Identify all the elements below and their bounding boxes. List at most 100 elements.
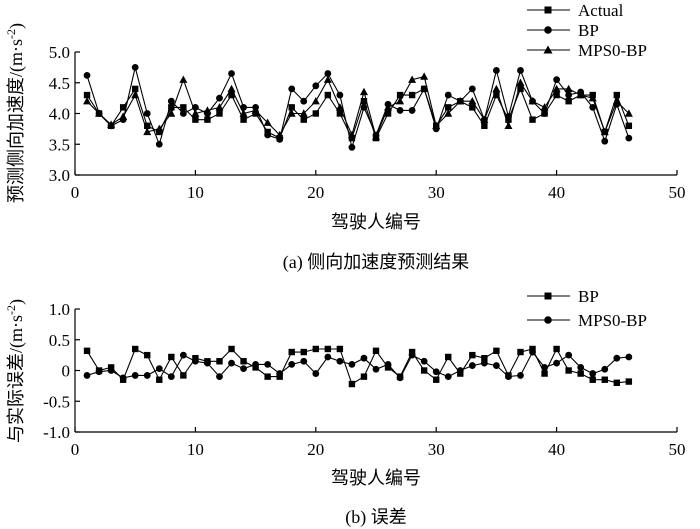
chart-b-x-tick-label: 40 <box>548 440 565 459</box>
chart-a-point-bp <box>541 110 548 117</box>
legend-label-bp: BP <box>578 287 599 306</box>
chart-b-point-mps0-bp <box>143 372 151 379</box>
chart-a-point-mps0-bp <box>420 72 429 80</box>
chart-a-line-bp <box>86 67 630 150</box>
chart-a-point-mps0-bp <box>576 90 585 99</box>
chart-b-point-mps0-bp <box>493 362 500 369</box>
chart-b-point-mps0-bp <box>216 373 223 381</box>
chart-a-series-mps0-bp <box>83 72 633 141</box>
chart-b-point-mps0-bp <box>372 365 380 373</box>
chart-a-point-mps0-bp <box>335 103 344 111</box>
chart-a-point-actual <box>228 91 235 99</box>
chart-b-point-mps0-bp <box>529 348 536 356</box>
chart-a-point-mps0-bp <box>119 112 128 120</box>
chart-a-point-actual <box>132 85 139 93</box>
chart-b-point-mps0-bp <box>360 354 368 362</box>
chart-a-point-mps0-bp <box>275 130 284 139</box>
chart-a-x-tick-label: 0 <box>71 183 80 202</box>
chart-b-point-mps0-bp <box>288 360 296 368</box>
chart-b-point-mps0-bp <box>312 370 320 377</box>
chart-a-point-bp <box>264 131 272 139</box>
chart-b-point-bp <box>481 355 488 362</box>
chart-b-point-bp <box>216 358 223 365</box>
chart-b-point-bp <box>348 380 356 388</box>
chart-a-point-actual <box>445 104 452 111</box>
chart-a-point-mps0-bp <box>456 97 465 105</box>
chart-b-x-tick-label: 50 <box>669 440 686 459</box>
chart-a-point-actual <box>565 98 572 105</box>
chart-a-point-mps0-bp <box>239 109 248 117</box>
legend-item-mps0-bp: MPS0-BP <box>527 311 647 330</box>
chart-a-point-bp <box>468 85 476 93</box>
chart-b-point-mps0-bp <box>613 354 621 362</box>
chart-b-point-mps0-bp <box>625 353 633 361</box>
chart-b-point-mps0-bp <box>456 367 464 374</box>
chart-a-series-bp <box>83 63 633 151</box>
chart-a-point-mps0-bp <box>600 127 609 136</box>
chart-b: 0 10 20 30 40 50 -1.0 -0.5 0 0.5 1.0 BP MPS0-BP 驾… <box>4 287 686 528</box>
chart-a-point-bp <box>143 110 151 117</box>
chart-a-point-mps0-bp <box>432 121 441 129</box>
chart-a-x-tick-label: 50 <box>669 183 686 202</box>
chart-b-point-bp <box>324 345 332 353</box>
chart-b-point-mps0-bp <box>432 368 440 376</box>
chart-b-point-mps0-bp <box>264 360 272 368</box>
chart-a-point-mps0-bp <box>408 75 417 83</box>
chart-a-point-mps0-bp <box>564 84 573 93</box>
chart-b-point-mps0-bp <box>240 365 247 373</box>
chart-a-point-bp <box>553 76 560 84</box>
chart-a-x-tick-label: 20 <box>307 183 324 202</box>
chart-b-y-tick-label: 0 <box>62 362 71 381</box>
chart-b-point-bp <box>168 353 175 361</box>
chart-a-point-actual <box>553 91 560 99</box>
chart-a-point-bp <box>179 110 187 117</box>
chart-b-point-mps0-bp <box>95 368 103 376</box>
chart-a-point-actual <box>336 110 344 117</box>
chart-b-x-tick-label: 30 <box>428 440 445 459</box>
chart-a-point-actual <box>83 91 91 99</box>
legend-label-bp: BP <box>578 21 599 40</box>
chart-a-point-bp <box>312 82 320 90</box>
chart-b-point-mps0-bp <box>420 357 428 365</box>
chart-a-y-tick-label: 4.0 <box>49 105 70 124</box>
legend-label-mps0-bp: MPS0-BP <box>578 41 647 60</box>
chart-a-line-mps0-bp <box>86 75 630 139</box>
chart-a-y-tick-label: 3.5 <box>49 135 70 154</box>
chart-b-series-bp <box>83 345 633 388</box>
chart-b-point-mps0-bp <box>155 365 163 373</box>
chart-a-point-bp <box>336 91 344 99</box>
chart-a-point-mps0-bp <box>227 84 236 93</box>
chart-a-point-actual <box>517 85 524 93</box>
chart-b-point-bp <box>493 347 500 355</box>
chart-b-point-bp <box>589 376 596 383</box>
chart-a: 0 10 20 30 40 50 3.0 3.5 4.0 4.5 5.0 Actual BP MP… <box>4 1 686 273</box>
chart-a-point-mps0-bp <box>179 75 188 83</box>
chart-a-point-bp <box>360 103 368 111</box>
chart-a-point-bp <box>420 85 428 93</box>
legend-label-actual: Actual <box>578 1 624 20</box>
chart-b-y-tick-label: 1.0 <box>49 300 70 319</box>
chart-b-point-mps0-bp <box>336 357 344 365</box>
chart-a-point-actual <box>469 104 476 111</box>
chart-b-point-bp <box>553 345 560 353</box>
chart-a-x-tick-label: 10 <box>187 183 204 202</box>
chart-a-point-mps0-bp <box>287 109 296 117</box>
chart-b-point-mps0-bp <box>192 357 199 365</box>
chart-b-point-mps0-bp <box>167 373 175 381</box>
chart-b-point-mps0-bp <box>408 351 416 359</box>
chart-a-point-mps0-bp <box>492 84 501 93</box>
chart-b-point-bp <box>180 372 187 379</box>
chart-b-point-mps0-bp <box>577 364 585 371</box>
chart-a-point-actual <box>300 116 307 123</box>
chart-a-point-mps0-bp <box>83 97 92 105</box>
chart-b-point-mps0-bp <box>119 374 127 382</box>
chart-b-point-mps0-bp <box>517 372 524 379</box>
chart-b-point-bp <box>420 367 428 374</box>
chart-b-point-mps0-bp <box>468 362 476 369</box>
chart-a-point-actual <box>240 116 247 123</box>
chart-b-point-bp <box>445 353 452 361</box>
chart-b-point-bp <box>613 379 620 386</box>
chart-a-point-bp <box>444 91 452 99</box>
chart-a-point-bp <box>565 91 573 99</box>
chart-a-point-mps0-bp <box>191 109 200 117</box>
